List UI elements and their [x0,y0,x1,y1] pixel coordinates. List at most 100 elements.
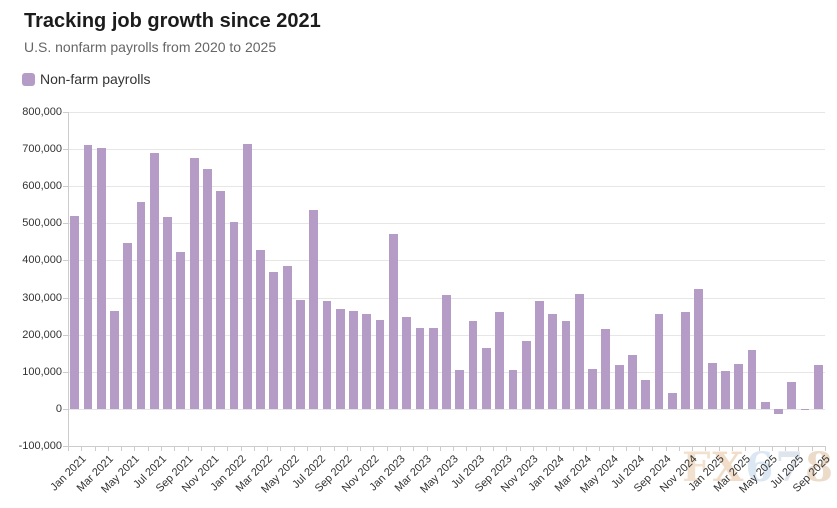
bar-apr-2021[interactable] [110,311,119,409]
y-gridline [68,260,825,262]
bar-sep-2025[interactable] [813,364,823,409]
bar-jun-2023[interactable] [455,369,465,409]
x-axis-tick [293,447,295,451]
bar-mar-2025[interactable] [734,364,744,409]
x-axis-tick [267,447,269,451]
y-axis-label: 400,000 [22,254,62,267]
y-axis-label: 300,000 [22,291,62,304]
bar-aug-2024[interactable] [641,379,651,409]
x-axis-tick [718,447,720,451]
bar-dec-2024[interactable] [694,289,704,409]
bar-mar-2023[interactable] [415,328,425,409]
bar-may-2025[interactable] [760,401,770,409]
bar-mar-2021[interactable] [96,147,106,409]
bar-jun-2022[interactable] [296,300,305,409]
bar-sep-2022[interactable] [335,309,345,409]
x-axis-tick [758,447,760,451]
y-axis-label: 100,000 [22,365,62,378]
bar-aug-2025[interactable] [800,408,810,411]
bar-jul-2025[interactable] [787,382,797,409]
bar-may-2023[interactable] [442,295,451,409]
bar-sep-2021[interactable] [176,251,186,409]
x-axis-tick [333,447,335,451]
x-axis-tick [692,447,694,451]
legend-item-label: Non-farm payrolls [40,71,151,87]
x-axis-tick [612,447,614,451]
bar-jul-2024[interactable] [628,355,637,409]
bar-apr-2025[interactable] [747,350,757,409]
bar-jul-2021[interactable] [149,153,159,409]
bar-may-2021[interactable] [123,243,133,409]
bar-jun-2021[interactable] [136,202,146,409]
bar-jan-2023[interactable] [388,233,398,409]
bar-apr-2024[interactable] [588,368,597,409]
x-axis-tick [492,447,494,451]
bar-may-2024[interactable] [601,328,611,409]
bar-oct-2022[interactable] [349,311,358,409]
y-axis-label: 600,000 [22,180,62,193]
x-axis-tick [798,447,800,451]
x-axis-tick [147,447,149,451]
bar-sep-2023[interactable] [495,311,505,409]
bar-oct-2023[interactable] [508,369,518,409]
bar-nov-2023[interactable] [521,341,531,409]
bar-feb-2023[interactable] [402,316,412,409]
bar-jul-2023[interactable] [468,321,478,409]
x-axis-tick [280,447,282,451]
bar-nov-2021[interactable] [203,168,212,409]
bar-jun-2025[interactable] [774,408,783,414]
y-axis-tick [63,371,68,373]
x-axis-tick [94,447,96,451]
bar-jan-2024[interactable] [548,313,558,409]
bar-oct-2024[interactable] [667,392,677,409]
bar-apr-2023[interactable] [428,328,438,409]
y-axis-label: 700,000 [22,143,62,156]
bar-feb-2021[interactable] [83,145,93,409]
bar-may-2022[interactable] [282,265,292,409]
bar-feb-2025[interactable] [720,371,730,409]
bar-oct-2021[interactable] [189,157,199,409]
bar-jul-2022[interactable] [309,209,319,409]
bar-jan-2021[interactable] [70,215,80,409]
x-axis-tick [785,447,787,451]
x-axis-tick [546,447,548,451]
bar-aug-2023[interactable] [481,347,491,409]
bar-aug-2022[interactable] [322,300,332,409]
x-axis-tick [745,447,747,451]
bar-nov-2024[interactable] [681,312,690,409]
y-axis-tick [63,223,68,225]
y-axis-tick [63,408,68,410]
bar-mar-2022[interactable] [256,250,265,409]
chart-title: Tracking job growth since 2021 [24,10,321,32]
bar-aug-2021[interactable] [163,217,172,409]
y-axis-tick [63,260,68,262]
y-gridline [68,186,825,188]
x-axis-tick [639,447,641,451]
x-axis-tick [346,447,348,451]
bar-apr-2022[interactable] [269,272,279,409]
bar-dec-2023[interactable] [535,301,544,409]
y-gridline [68,408,825,410]
chart-subtitle: U.S. nonfarm payrolls from 2020 to 2025 [24,39,277,55]
x-axis-tick [214,447,216,451]
x-axis-tick [506,447,508,451]
x-axis-tick [678,447,680,451]
bar-jan-2025[interactable] [707,362,717,409]
x-axis-tick [732,447,734,451]
x-axis-tick [187,447,189,451]
x-axis-tick [532,447,534,451]
y-axis-tick [63,334,68,336]
bar-mar-2024[interactable] [574,293,584,409]
x-axis-tick [559,447,561,451]
bar-feb-2024[interactable] [561,321,571,409]
legend-item-nonfarm-payrolls[interactable]: Non-farm payrolls [22,71,150,87]
bar-jan-2022[interactable] [229,221,239,409]
bar-dec-2021[interactable] [216,190,226,409]
x-axis-tick [240,447,242,451]
bar-feb-2022[interactable] [242,143,252,409]
bar-nov-2022[interactable] [362,313,372,409]
bar-sep-2024[interactable] [654,314,664,409]
bar-jun-2024[interactable] [614,365,624,409]
bar-dec-2022[interactable] [375,320,385,409]
